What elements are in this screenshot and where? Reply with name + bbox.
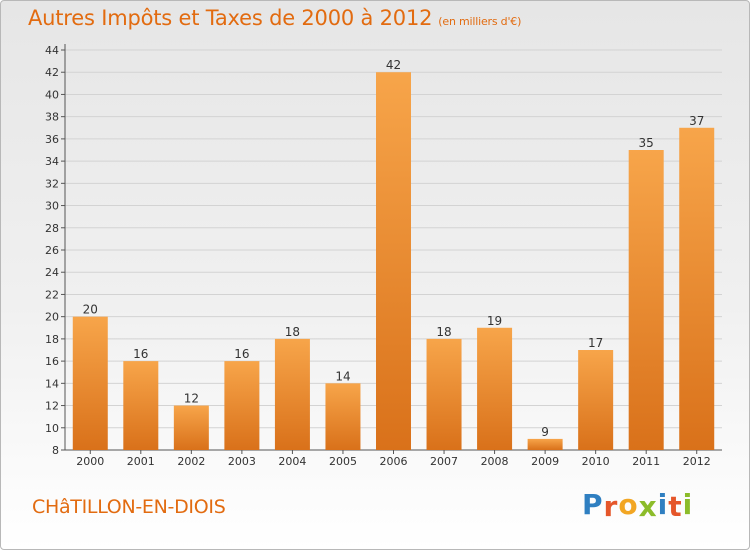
bar [123,361,159,450]
x-tick-label: 2004 [278,455,306,468]
chart-unit: (en milliers d'€) [438,15,522,28]
data-label: 17 [588,336,603,350]
x-tick-label: 2003 [228,455,256,468]
bar [578,350,614,450]
y-tick-label: 42 [45,66,59,79]
y-tick-label: 34 [45,155,59,168]
data-label: 9 [541,425,549,439]
y-tick-label: 32 [45,177,59,190]
y-tick-label: 8 [52,444,59,457]
data-label: 18 [285,325,300,339]
x-tick-label: 2009 [531,455,559,468]
x-tick-label: 2012 [683,455,711,468]
y-tick-label: 10 [45,422,59,435]
bar [325,383,361,450]
bar [224,361,260,450]
x-tick-label: 2001 [127,455,155,468]
x-tick-label: 2002 [177,455,205,468]
x-tick-label: 2007 [430,455,458,468]
data-label: 20 [83,303,98,317]
bar [376,72,411,450]
logo-letter: x [638,490,658,523]
y-tick-label: 16 [45,355,59,368]
data-label: 16 [133,347,148,361]
x-tick-label: 2010 [582,455,610,468]
y-tick-label: 38 [45,111,59,124]
chart-title-text: Autres Impôts et Taxes de 2000 à 2012 [28,6,433,30]
data-label: 35 [639,136,654,150]
y-tick-label: 14 [45,377,59,390]
data-label: 14 [335,369,350,383]
logo-letter: r [603,490,619,523]
logo-letter: t [668,490,683,523]
chart-title: Autres Impôts et Taxes de 2000 à 2012 (en… [28,6,521,30]
bar [628,150,664,450]
y-tick-label: 36 [45,133,59,146]
x-tick-label: 2005 [329,455,357,468]
data-label: 12 [184,392,199,406]
town-name: CHâTILLON-EN-DIOIS [32,496,226,518]
y-tick-label: 28 [45,222,59,235]
data-label: 16 [234,347,249,361]
bar [527,438,563,450]
y-tick-label: 26 [45,244,59,257]
data-label: 18 [436,325,451,339]
bar [679,127,715,451]
bar [426,338,462,450]
proxiti-logo: Proxiti [582,488,694,523]
y-tick-label: 44 [45,44,59,57]
logo-letter: i [657,488,669,521]
y-tick-label: 18 [45,333,59,346]
y-tick-label: 12 [45,400,59,413]
x-tick-label: 2006 [380,455,408,468]
data-label: 19 [487,314,502,328]
y-tick-label: 20 [45,311,59,324]
bars: 20 16 12 16 18 14 42 18 19 9 17 35 37 [72,58,715,451]
bar [173,405,209,450]
y-tick-label: 22 [45,288,59,301]
x-tick-label: 2011 [632,455,660,468]
bar [477,327,513,450]
x-tick-label: 2008 [481,455,509,468]
logo-letter: P [582,488,604,521]
y-tick-label: 40 [45,88,59,101]
data-label: 42 [386,58,401,72]
x-tick-label: 2000 [76,455,104,468]
bar [274,338,310,450]
y-tick-label: 30 [45,200,59,213]
y-tick-label: 24 [45,266,59,279]
data-label: 37 [689,114,704,128]
bar [72,316,108,450]
logo-letter: o [618,488,639,521]
logo-letter: i [682,488,694,521]
